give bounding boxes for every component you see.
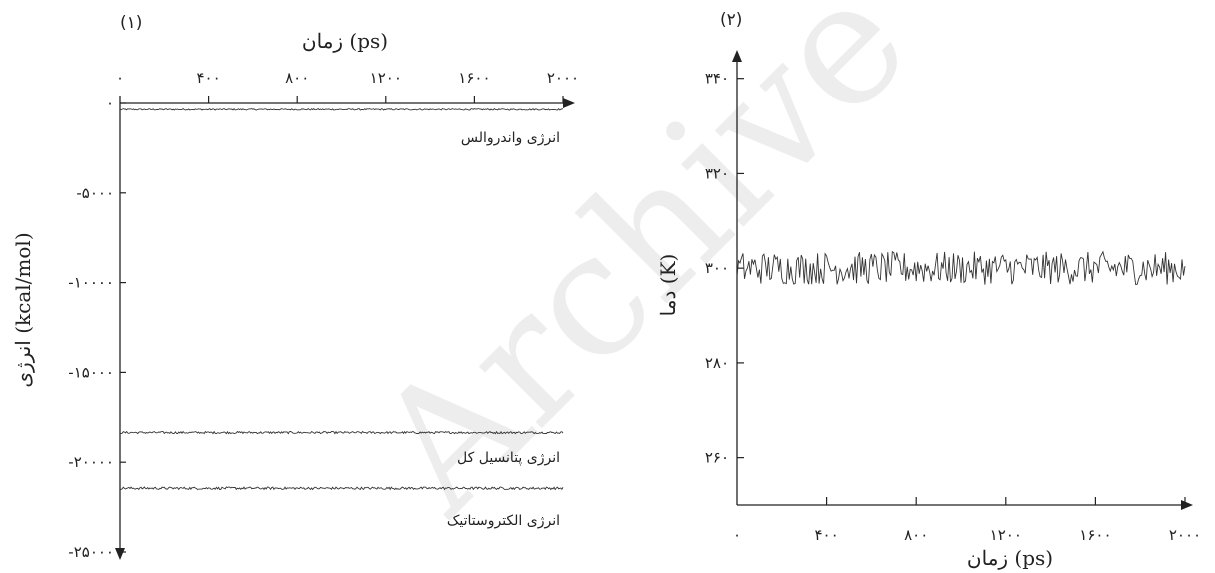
energy-x-axis-title: زمان (ps) xyxy=(302,29,388,53)
energy-y-tick-label: -۲۵۰۰۰ xyxy=(68,543,114,561)
temperature-y-tick-label: ۳۰۰ xyxy=(705,259,729,277)
temperature-y-tick-label: ۳۲۰ xyxy=(705,164,729,182)
total-potential-energy-line xyxy=(119,430,564,435)
temperature-x-tick-label: ۴۰۰ xyxy=(815,526,839,544)
series-label-electrostatic: انرژی الکتروستاتیک xyxy=(447,513,560,529)
energy-x-axis-arrow xyxy=(563,98,575,108)
temperature-y-tick-label: ۲۶۰ xyxy=(705,449,729,467)
temperature-x-tick-label: ۲۰۰۰ xyxy=(1169,526,1201,544)
energy-y-tick-label: -۲۰۰۰۰ xyxy=(68,453,114,471)
temperature-chart: (۲) زمان (ps) دما (K) ۰ ۴۰۰ ۸۰۰ ۱۲۰۰ ۱۶۰۰ ۲۰۰… xyxy=(656,10,1201,570)
energy-x-tick-label: ۴۰۰ xyxy=(197,69,221,87)
energy-y-tick-label: -۱۵۰۰۰ xyxy=(68,363,114,381)
energy-x-tick-label: ۱۶۰۰ xyxy=(458,69,490,87)
energy-x-tick-label: ۱۲۰۰ xyxy=(370,69,402,87)
temperature-y-axis-arrow xyxy=(732,50,742,62)
temperature-x-axis-arrow xyxy=(1181,500,1193,510)
temperature-y-tick-label: ۳۴۰ xyxy=(705,70,729,88)
temperature-line xyxy=(736,250,1186,286)
energy-y-tick-label: -۱۰۰۰۰ xyxy=(68,274,114,292)
temperature-y-axis-title: دما (K) xyxy=(656,254,680,317)
vdw-energy-line xyxy=(119,107,564,111)
energy-y-axis-title: انرژی (kcal/mol) xyxy=(11,232,35,387)
temperature-x-tick-label: ۸۰۰ xyxy=(904,526,928,544)
energy-x-tick-label: ۸۰۰ xyxy=(285,69,309,87)
electrostatic-energy-line xyxy=(119,486,564,491)
energy-y-axis-arrow xyxy=(115,548,125,560)
panel-label-1: (۱) xyxy=(120,13,142,33)
energy-y-tick-label: ۰ xyxy=(106,94,114,112)
temperature-x-tick-label: ۱۶۰۰ xyxy=(1079,526,1111,544)
temperature-x-tick-label: ۱۲۰۰ xyxy=(990,526,1022,544)
series-label-total-potential: انرژی پتانسیل کل xyxy=(457,450,560,466)
series-label-vdw: انرژی واندروالس xyxy=(461,130,560,146)
panel-label-2: (۲) xyxy=(720,10,742,30)
energy-y-tick-label: -۵۰۰۰ xyxy=(76,184,114,202)
temperature-x-tick-label: ۰ xyxy=(733,526,741,544)
energy-x-tick-label: ۲۰۰۰ xyxy=(547,69,579,87)
energy-x-tick-label: ۰ xyxy=(116,69,124,87)
energy-chart: (۱) زمان (ps) انرژی (kcal/mol) ۰ ۴۰۰ ۸۰۰ ۱۲… xyxy=(11,13,579,561)
temperature-y-tick-label: ۲۸۰ xyxy=(705,354,729,372)
temperature-x-axis-title: زمان (ps) xyxy=(967,546,1053,570)
